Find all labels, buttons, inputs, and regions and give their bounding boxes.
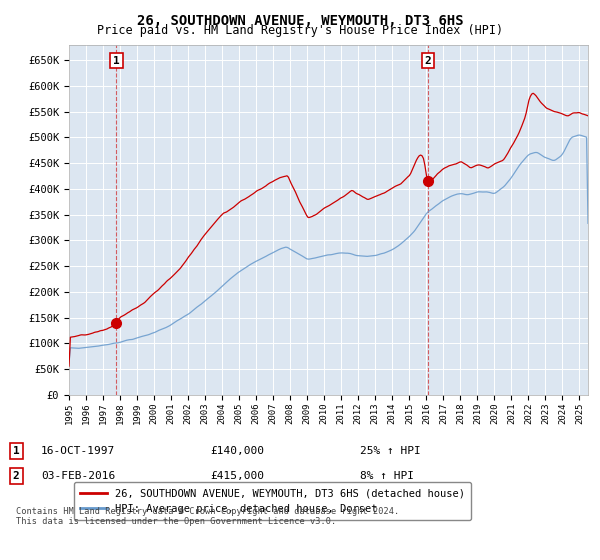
Text: Contains HM Land Registry data © Crown copyright and database right 2024.
This d: Contains HM Land Registry data © Crown c… <box>16 507 400 526</box>
Text: 26, SOUTHDOWN AVENUE, WEYMOUTH, DT3 6HS: 26, SOUTHDOWN AVENUE, WEYMOUTH, DT3 6HS <box>137 14 463 28</box>
Text: Price paid vs. HM Land Registry's House Price Index (HPI): Price paid vs. HM Land Registry's House … <box>97 24 503 37</box>
Text: 25% ↑ HPI: 25% ↑ HPI <box>360 446 421 456</box>
Legend: 26, SOUTHDOWN AVENUE, WEYMOUTH, DT3 6HS (detached house), HPI: Average price, de: 26, SOUTHDOWN AVENUE, WEYMOUTH, DT3 6HS … <box>74 482 471 520</box>
Text: 2: 2 <box>425 55 431 66</box>
Text: 03-FEB-2016: 03-FEB-2016 <box>41 471 115 481</box>
Text: £415,000: £415,000 <box>210 471 264 481</box>
Text: 2: 2 <box>13 471 20 481</box>
Text: £140,000: £140,000 <box>210 446 264 456</box>
Text: 1: 1 <box>13 446 20 456</box>
Text: 1: 1 <box>113 55 120 66</box>
Text: 8% ↑ HPI: 8% ↑ HPI <box>360 471 414 481</box>
Text: 16-OCT-1997: 16-OCT-1997 <box>41 446 115 456</box>
